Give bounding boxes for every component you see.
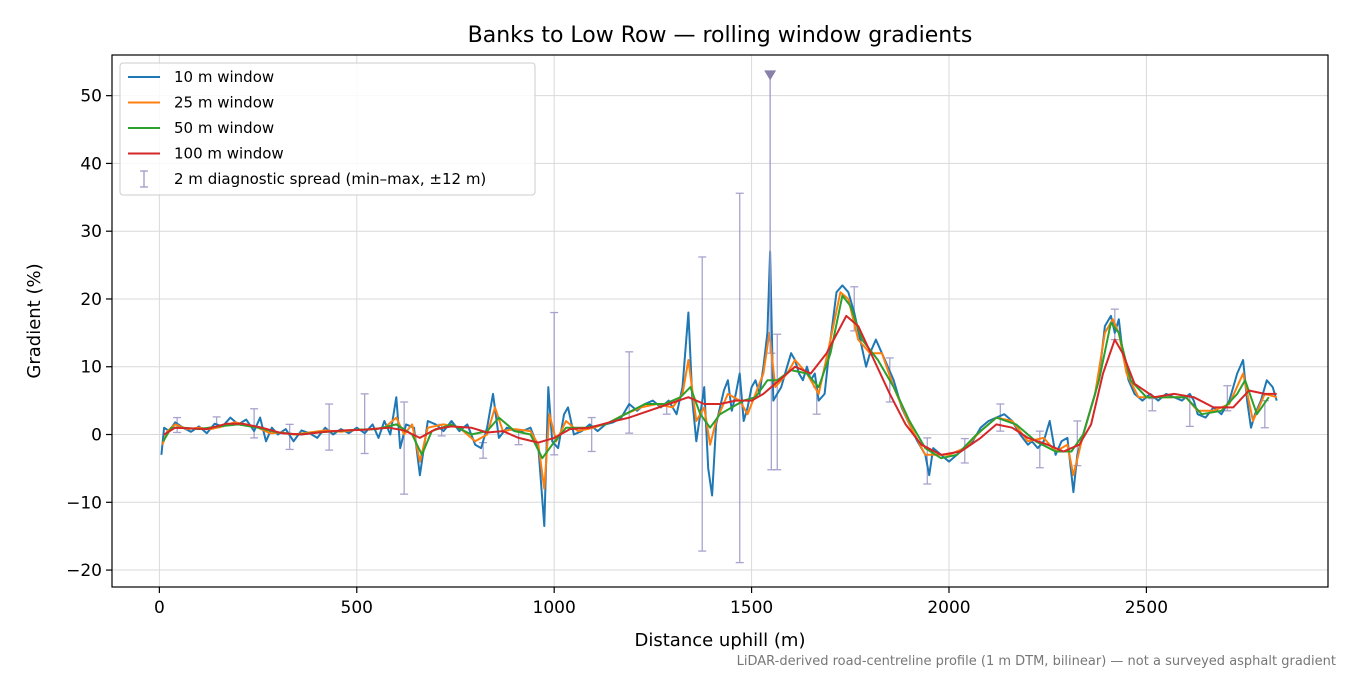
x-axis-label: Distance uphill (m) — [635, 630, 806, 651]
y-tick-label: 10 — [80, 358, 102, 378]
y-axis-label: Gradient (%) — [24, 263, 45, 378]
legend-label: 100 m window — [174, 145, 284, 163]
x-tick-label: 2500 — [1125, 598, 1168, 618]
spread-errorbar — [1260, 399, 1269, 429]
y-tick-label: 50 — [80, 87, 102, 107]
diagnostic-spread-errorbars — [173, 192, 1269, 564]
plot-frame — [111, 54, 1329, 588]
spread-errorbar — [325, 403, 334, 451]
footnote: LiDAR-derived road-centreline profile (1… — [737, 654, 1336, 669]
y-axis-ticks: −20 −10 0 10 20 30 40 50 — [66, 87, 112, 581]
legend-label: 2 m diagnostic spread (min–max, ±12 m) — [174, 170, 486, 188]
x-tick-label: 1500 — [730, 598, 773, 618]
x-tick-label: 500 — [341, 598, 373, 618]
spread-errorbar — [360, 393, 369, 455]
x-axis-ticks: 0 500 1000 1500 2000 2500 — [154, 587, 1168, 618]
spread-errorbar — [960, 437, 969, 464]
spread-errorbar — [1148, 397, 1157, 412]
legend-label: 10 m window — [174, 68, 274, 86]
series-lines — [160, 250, 1278, 527]
legend-swatch-errorbar — [140, 170, 148, 188]
spread-errorbar — [479, 441, 488, 459]
legend-label: 50 m window — [174, 119, 274, 137]
x-tick-label: 1000 — [533, 598, 576, 618]
clipped-marker — [764, 70, 777, 354]
series-line-1 — [160, 250, 1278, 527]
y-tick-label: −20 — [66, 561, 102, 581]
series-line-2 — [161, 291, 1277, 490]
spread-errorbar — [773, 333, 782, 471]
legend-box — [119, 62, 536, 196]
clipped-marker-triangle — [764, 70, 777, 81]
spread-errorbar — [1035, 430, 1044, 469]
y-tick-label: 40 — [80, 154, 102, 174]
spread-errorbar — [400, 401, 409, 495]
y-tick-label: 0 — [91, 426, 102, 446]
spread-errorbar — [587, 416, 596, 453]
legend-label: 25 m window — [174, 94, 274, 112]
spread-errorbar — [625, 351, 634, 434]
y-tick-label: 20 — [80, 290, 102, 310]
legend: 10 m window 25 m window 50 m window 100 m w… — [119, 62, 536, 196]
x-tick-label: 0 — [154, 598, 165, 618]
y-tick-label: −10 — [66, 493, 102, 513]
y-tick-label: 30 — [80, 222, 102, 242]
series-line-4 — [163, 314, 1277, 456]
spread-errorbar — [250, 408, 259, 439]
x-tick-label: 2000 — [927, 598, 970, 618]
chart-title: Banks to Low Row — rolling window gradie… — [468, 23, 973, 48]
